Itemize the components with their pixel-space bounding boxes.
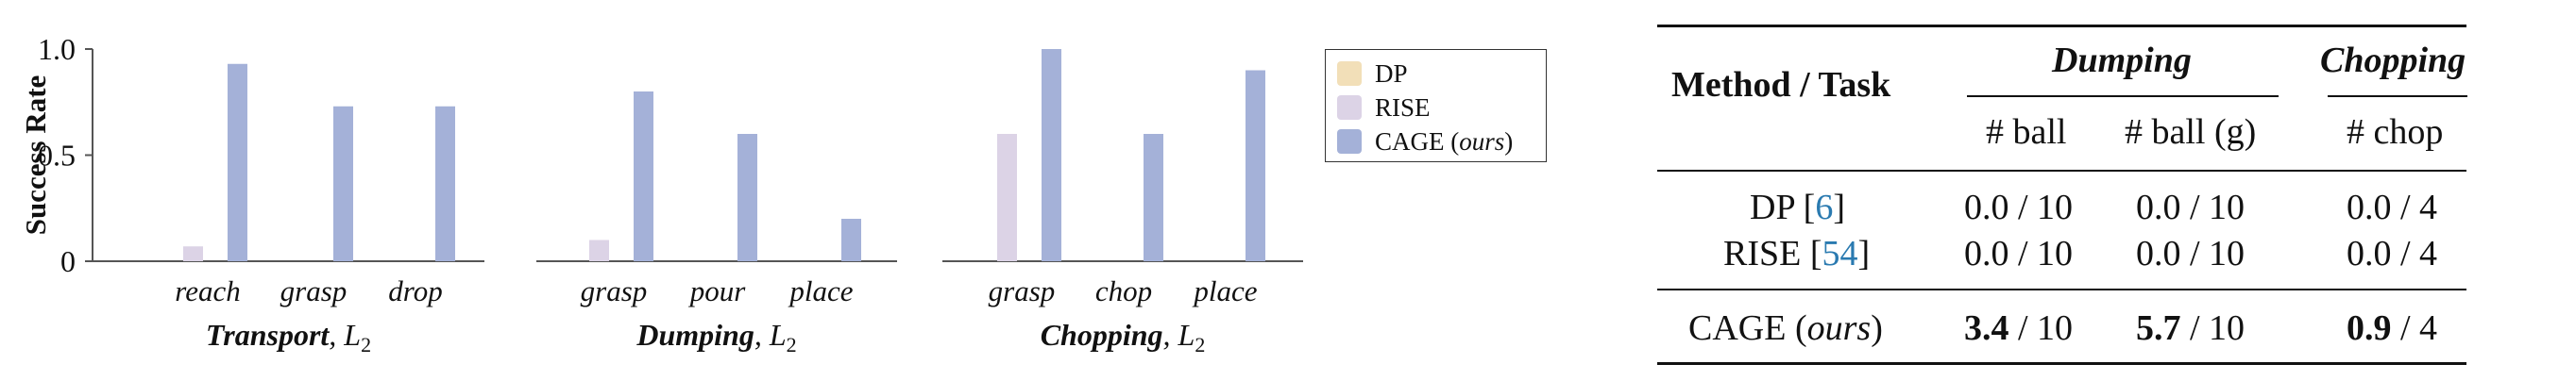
table-bottom-rule bbox=[1657, 362, 2466, 365]
table-group-rule-chopping bbox=[2328, 95, 2467, 97]
x-tick-label-chopping-chop: chop bbox=[1095, 274, 1152, 307]
bar-transport-grasp-cage bbox=[333, 106, 353, 261]
table-row-dp-chop: 0.0 / 4 bbox=[2347, 188, 2438, 227]
x-tick-label-transport-grasp: grasp bbox=[280, 274, 347, 307]
bar-dumping-grasp-rise bbox=[589, 240, 609, 261]
legend-item-rise: RISE bbox=[1337, 93, 1431, 122]
bar-dumping-pour-cage bbox=[737, 134, 757, 261]
bar-charts: 0 0.5 1.0 Success Rate reach grasp drop Transpo… bbox=[19, 32, 1303, 356]
table-row-cage-method: CAGE (ours) bbox=[1688, 308, 1883, 348]
table-row-dp-method: DP [6] bbox=[1750, 188, 1845, 227]
x-tick-label-dumping-place: place bbox=[788, 274, 853, 307]
chart-legend: DP RISE CAGE (ours) bbox=[1325, 49, 1547, 162]
bar-chopping-place-cage bbox=[1246, 70, 1265, 261]
chart-title-chopping: Chopping, L2 bbox=[1041, 318, 1206, 356]
table-top-rule bbox=[1657, 25, 2466, 27]
table-group-dumping: Dumping bbox=[2052, 41, 2192, 80]
table-row-dp-ball: 0.0 / 10 bbox=[1964, 188, 2074, 227]
bar-chopping-chop-cage bbox=[1144, 134, 1163, 261]
table-row-rise-ball-g: 0.0 / 10 bbox=[2136, 234, 2246, 273]
table-row-dp-ball-g: 0.0 / 10 bbox=[2136, 188, 2246, 227]
bar-transport-drop-cage bbox=[435, 106, 455, 261]
table-col-ball: # ball bbox=[1986, 112, 2067, 152]
table-col-chop: # chop bbox=[2347, 112, 2444, 152]
table-row-rise-chop: 0.0 / 4 bbox=[2347, 234, 2438, 273]
y-tick-label: 0.5 bbox=[38, 139, 76, 173]
x-tick-label-chopping-grasp: grasp bbox=[989, 274, 1056, 307]
bar-transport-reach-rise bbox=[183, 246, 203, 261]
bar-dumping-place-cage bbox=[841, 219, 861, 261]
table-group-rule-dumping bbox=[1967, 95, 2279, 97]
bar-dumping-grasp-cage bbox=[634, 91, 653, 261]
chart-title-dumping: Dumping, L2 bbox=[636, 318, 796, 356]
table-row-rise-ball: 0.0 / 10 bbox=[1964, 234, 2074, 273]
legend-swatch-rise bbox=[1337, 95, 1362, 120]
legend-label-rise: RISE bbox=[1375, 92, 1431, 122]
chart-title-transport: Transport, L2 bbox=[206, 318, 371, 356]
bar-chopping-grasp-rise bbox=[997, 134, 1017, 261]
legend-item-cage: CAGE (ours) bbox=[1337, 127, 1513, 156]
x-tick-label-chopping-place: place bbox=[1192, 274, 1257, 307]
legend-swatch-cage bbox=[1337, 129, 1362, 154]
legend-swatch-dp bbox=[1337, 61, 1362, 86]
bar-chopping-grasp-cage bbox=[1042, 49, 1061, 261]
legend-item-dp: DP bbox=[1337, 59, 1408, 88]
x-tick-label-transport-reach: reach bbox=[175, 274, 240, 307]
table-header-method: Method / Task bbox=[1671, 65, 1891, 105]
results-table: Method / Task Dumping Chopping # ball # … bbox=[1657, 0, 2488, 381]
x-tick-label-transport-drop: drop bbox=[388, 274, 442, 307]
x-tick-label-dumping-grasp: grasp bbox=[581, 274, 648, 307]
y-axis-label: Success Rate bbox=[19, 75, 52, 236]
table-row-rise-method: RISE [54] bbox=[1723, 234, 1871, 273]
table-row-cage-ball: 3.4 / 10 bbox=[1964, 308, 2074, 348]
legend-label-dp: DP bbox=[1375, 58, 1408, 88]
y-tick-label: 0 bbox=[60, 244, 76, 278]
table-row-cage-ball-g: 5.7 / 10 bbox=[2136, 308, 2246, 348]
x-tick-label-dumping-pour: pour bbox=[688, 274, 747, 307]
table-col-ball-g: # ball (g) bbox=[2125, 112, 2257, 152]
table-row-cage-chop: 0.9 / 4 bbox=[2347, 308, 2438, 348]
table-mid-rule bbox=[1657, 289, 2466, 290]
bar-transport-reach-cage bbox=[228, 63, 247, 261]
table-header-rule bbox=[1657, 170, 2466, 172]
legend-label-cage: CAGE (ours) bbox=[1375, 126, 1514, 156]
y-tick-label: 1.0 bbox=[38, 32, 76, 66]
table-group-chopping: Chopping bbox=[2320, 41, 2466, 80]
